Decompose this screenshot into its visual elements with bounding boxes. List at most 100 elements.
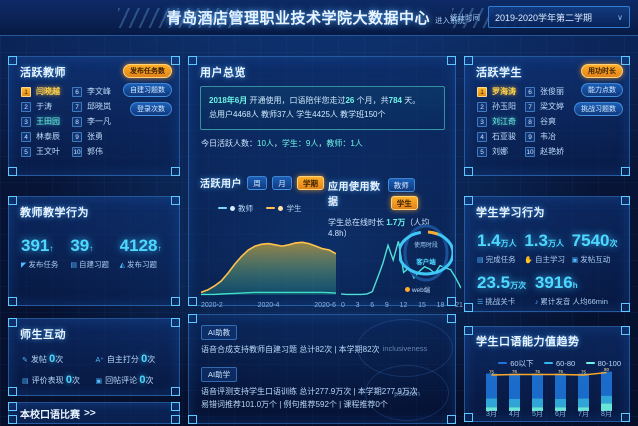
student-tab-challenge-questions[interactable]: 挑战习题数 [574, 102, 623, 116]
pen-icon: ✎ [22, 357, 28, 364]
panel-teaching-behavior: 教师教学行为 391↑ ◤ 发布任务 39↑ ▤ 自建习题 4128↑ ◭ 发布习题 [8, 196, 180, 306]
list-item[interactable]: 1 罗海涛 [477, 84, 521, 99]
metric-self-questions: 39↑ ▤ 自建习题 [70, 236, 109, 269]
metric-value: 39 [70, 236, 90, 255]
panel-contest[interactable]: 本校口语比赛 >> [8, 402, 180, 424]
active-users-title: 活跃用户 [200, 179, 242, 190]
metric-label: 挑战关卡 [485, 297, 516, 306]
svg-text:75: 75 [581, 370, 587, 375]
legend-label: 80-100 [597, 358, 621, 368]
xtick: 2020-6 [314, 302, 336, 309]
list-item[interactable]: 8 谷爽 [525, 114, 569, 129]
app-usage-summary: 学生总在线时长 1.7万（人均4.8h） [328, 217, 446, 239]
list-item[interactable]: 10 郭伟 [72, 144, 119, 159]
teacher-tab-published-tasks[interactable]: 发布任务数 [123, 64, 172, 78]
rank-number: 9 [72, 131, 82, 142]
list-item[interactable]: 6 张俊丽 [525, 84, 569, 99]
ai-assist-teach-line: 语音合成支持教师自建习题 总计82次 | 本学期82次 [201, 345, 380, 354]
ring-legend: web端 [405, 284, 430, 294]
interaction-value: 0 [139, 374, 146, 386]
list-item[interactable]: 5 刘娜 [477, 144, 521, 159]
student-tab-study-time[interactable]: 用功时长 [581, 64, 623, 78]
stat-time-label: 统计时间 [450, 13, 480, 22]
teacher-name: 李一凡 [87, 117, 111, 126]
overview-totals: 总用户4468人 教师37人 学生4425人 教学班150个 [209, 110, 386, 119]
svg-text:76: 76 [558, 369, 564, 374]
overview-text-2: 个月，共 [354, 96, 389, 105]
list-item[interactable]: 4 林泰辰 [21, 129, 68, 144]
task-icon: ▤ [477, 257, 484, 264]
app-usage-tab-teacher[interactable]: 教师 [387, 178, 415, 192]
app-usage-title: 应用使用数据 [328, 182, 381, 208]
metric-unit: 次 [609, 239, 618, 248]
rank-number: 5 [21, 146, 31, 157]
interaction-item-comment: ▣ 回帖评论 0次 [96, 374, 170, 386]
student-name: 赵艳娇 [540, 147, 564, 156]
teacher-name: 王田园 [36, 117, 60, 126]
xtick: 2020-2 [201, 302, 223, 309]
metric-label: 发布任务 [28, 260, 59, 269]
teacher-name: 林泰辰 [36, 132, 60, 141]
list-item[interactable]: 6 李文峰 [72, 84, 119, 99]
teacher-tab-logins[interactable]: 登录次数 [130, 102, 172, 116]
interaction-unit: 次 [71, 376, 80, 385]
list-item[interactable]: 3 王田园 [21, 114, 68, 129]
rank-number: 10 [525, 146, 535, 157]
legend-label: 60以下 [510, 358, 534, 368]
teacher-tab-self-questions[interactable]: 自建习题数 [123, 83, 172, 97]
metric-challenge-levels: 23.5万次 ☰ 挑战关卡 [477, 273, 535, 307]
list-item[interactable]: 2 孙玉阳 [477, 99, 521, 114]
interaction-value: 0 [49, 353, 56, 365]
metric-value: 7540 [571, 231, 610, 250]
list-item[interactable]: 1 闫晓越 [21, 84, 68, 99]
svg-text:76: 76 [512, 369, 518, 374]
teacher-rank-column-right: 6 李文峰 7 邱晓岚 8 李一凡 9 张勇 10 郭伟 [72, 84, 119, 159]
hand-icon: ✋ [524, 257, 534, 264]
xtick: 5月 [532, 411, 543, 418]
active-users-tab-term[interactable]: 学期 [297, 175, 324, 190]
legend-80-100: 80-100 [585, 358, 621, 368]
student-tab-ability-points[interactable]: 能力点数 [581, 83, 623, 97]
student-rank-column-left: 1 罗海涛 2 孙玉阳 3 刘江奇 4 石亚骏 5 刘娜 [477, 84, 521, 159]
ability-trend-chart: 75 76 76 76 75 80 [486, 367, 612, 411]
list-item[interactable]: 7 邱晓岚 [72, 99, 119, 114]
user-overview-infobox: 2018年6月 开通使用，口语陪伴您走过26 个月，共784 天。 总用户446… [200, 86, 445, 130]
active-users-tab-week[interactable]: 周 [247, 175, 267, 190]
interaction-label: 发帖 [30, 355, 47, 364]
list-item[interactable]: 9 韦冶 [525, 129, 569, 144]
list-item[interactable]: 5 王文叶 [21, 144, 68, 159]
term-select-value: 2019-2020学年第二学期 [495, 12, 593, 23]
teacher-name: 王文叶 [36, 147, 60, 156]
app-usage-tab-student[interactable]: 学生 [390, 196, 418, 210]
teacher-name: 郭伟 [87, 147, 103, 156]
rank-number: 7 [72, 101, 82, 112]
list-item[interactable]: 7 梁文婷 [525, 99, 569, 114]
teacher-name: 张勇 [87, 132, 103, 141]
list-item[interactable]: 8 李一凡 [72, 114, 119, 129]
ring-label-top: 使用时段 [413, 243, 438, 249]
xtick: 15 [418, 302, 426, 309]
list-item[interactable]: 2 于涛 [21, 99, 68, 114]
student-name: 梁文婷 [540, 102, 564, 111]
metric-unit: 万人 [500, 239, 517, 248]
ability-trend-legend: 60以下 60-80 80-100 [465, 349, 629, 369]
interaction-item-evaluate: ▤ 评价表现 0次 [22, 374, 96, 386]
learning-behavior-title: 学生学习行为 [476, 207, 545, 219]
metric-label: 累计发音 人均66min [540, 297, 608, 306]
list-item[interactable]: 10 赵艳娇 [525, 144, 569, 159]
metric-label: 发帖互动 [580, 255, 611, 264]
today-active-summary: 今日活跃人数：10人，学生：9人，教师：1人 [201, 139, 363, 148]
page-title: 青岛酒店管理职业技术学院大数据中心 [166, 10, 431, 27]
ai-assist-learn-tag: AI助学 [201, 367, 238, 382]
active-users-tab-month[interactable]: 月 [272, 175, 292, 190]
rank-number: 3 [477, 116, 487, 127]
list-item[interactable]: 9 张勇 [72, 129, 119, 144]
list-item[interactable]: 3 刘江奇 [477, 114, 521, 129]
client-ring-chart: 使用时段 客户端 web端 [397, 222, 455, 302]
xtick: 6月 [555, 411, 566, 418]
term-select[interactable]: 2019-2020学年第二学期 ∨ [488, 6, 630, 28]
ghost-label-1: inclusiveness [382, 343, 428, 353]
enter-system-link[interactable]: 进入系统 > [435, 16, 471, 25]
usage-xaxis: 0 3 6 9 12 15 18 21 [341, 302, 463, 309]
list-item[interactable]: 4 石亚骏 [477, 129, 521, 144]
